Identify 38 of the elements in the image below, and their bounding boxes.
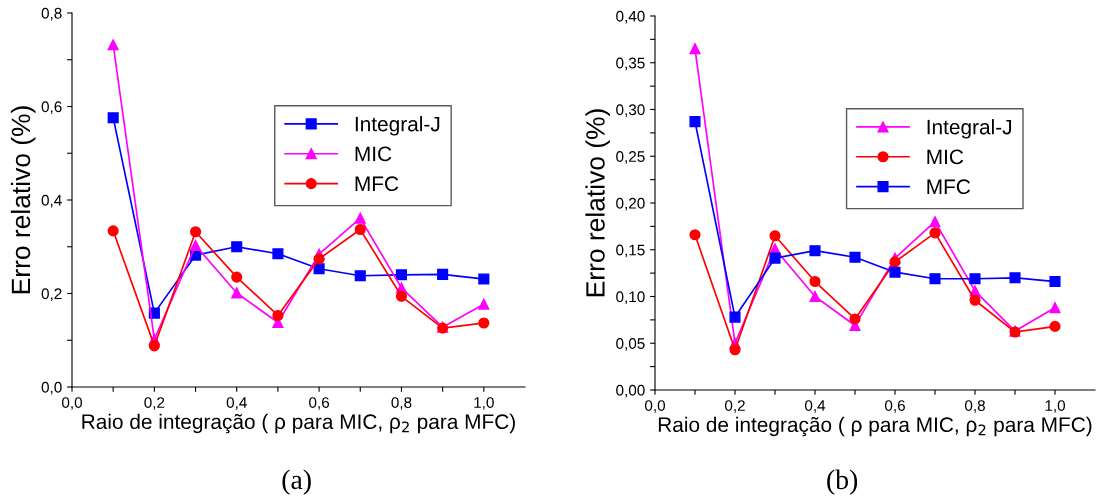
y-tick-label: 0,15 bbox=[616, 244, 645, 258]
x-tick-label: 0,8 bbox=[964, 400, 985, 413]
x-tick-label: 0,0 bbox=[61, 397, 83, 410]
x-tick-label: 0,6 bbox=[309, 397, 330, 410]
y-axis-title: Erro relativo (%) bbox=[10, 106, 36, 294]
x-tick-label: 0,0 bbox=[644, 400, 666, 413]
x-tick-label: 0,6 bbox=[884, 400, 905, 413]
y-tick-label: 0,10 bbox=[616, 291, 645, 304]
y-tick-label: 0,0 bbox=[41, 381, 62, 395]
legend-label: MIC bbox=[927, 149, 964, 165]
legend-label: Integral-J bbox=[355, 116, 440, 136]
legend-label: MFC bbox=[927, 179, 971, 195]
x-tick-label: 0,2 bbox=[144, 397, 165, 410]
legend-label: MFC bbox=[355, 176, 399, 192]
y-tick-label: 0,6 bbox=[41, 101, 62, 114]
y-tick-label: 0,00 bbox=[616, 384, 645, 398]
y-tick-label: 0,25 bbox=[616, 151, 645, 164]
x-tick-label: 1,0 bbox=[474, 397, 494, 410]
x-tick-label: 0,4 bbox=[226, 397, 247, 410]
y-tick-label: 0,20 bbox=[616, 197, 645, 211]
y-tick-label: 0,35 bbox=[616, 57, 645, 71]
x-tick-label: 1,0 bbox=[1045, 400, 1066, 413]
legend-label: Integral-J bbox=[927, 119, 1012, 139]
legend-label: MIC bbox=[355, 146, 392, 162]
y-tick-label: 0,2 bbox=[41, 288, 62, 301]
x-tick-label: 0,2 bbox=[724, 400, 745, 413]
x-tick-label: 0,8 bbox=[391, 397, 412, 410]
text: (b) bbox=[827, 469, 858, 495]
y-tick-label: 0,05 bbox=[616, 338, 645, 351]
y-tick-label: 0,4 bbox=[41, 194, 62, 208]
y-tick-label: 0,8 bbox=[41, 7, 62, 21]
y-tick-label: 0,30 bbox=[616, 104, 645, 117]
x-axis-title: Raio de integração ( ρ para MIC, ρ$_{2}$ para MFC) bbox=[658, 416, 1092, 437]
y-tick-label: 0,40 bbox=[616, 10, 645, 24]
text: (a) bbox=[282, 469, 311, 495]
x-tick-label: 0,4 bbox=[804, 400, 826, 413]
y-axis-title: Erro relativo (%) bbox=[585, 109, 610, 297]
x-axis-title: Raio de integração ( ρ para MIC, ρ$_{2}$ para MFC) bbox=[82, 413, 515, 434]
